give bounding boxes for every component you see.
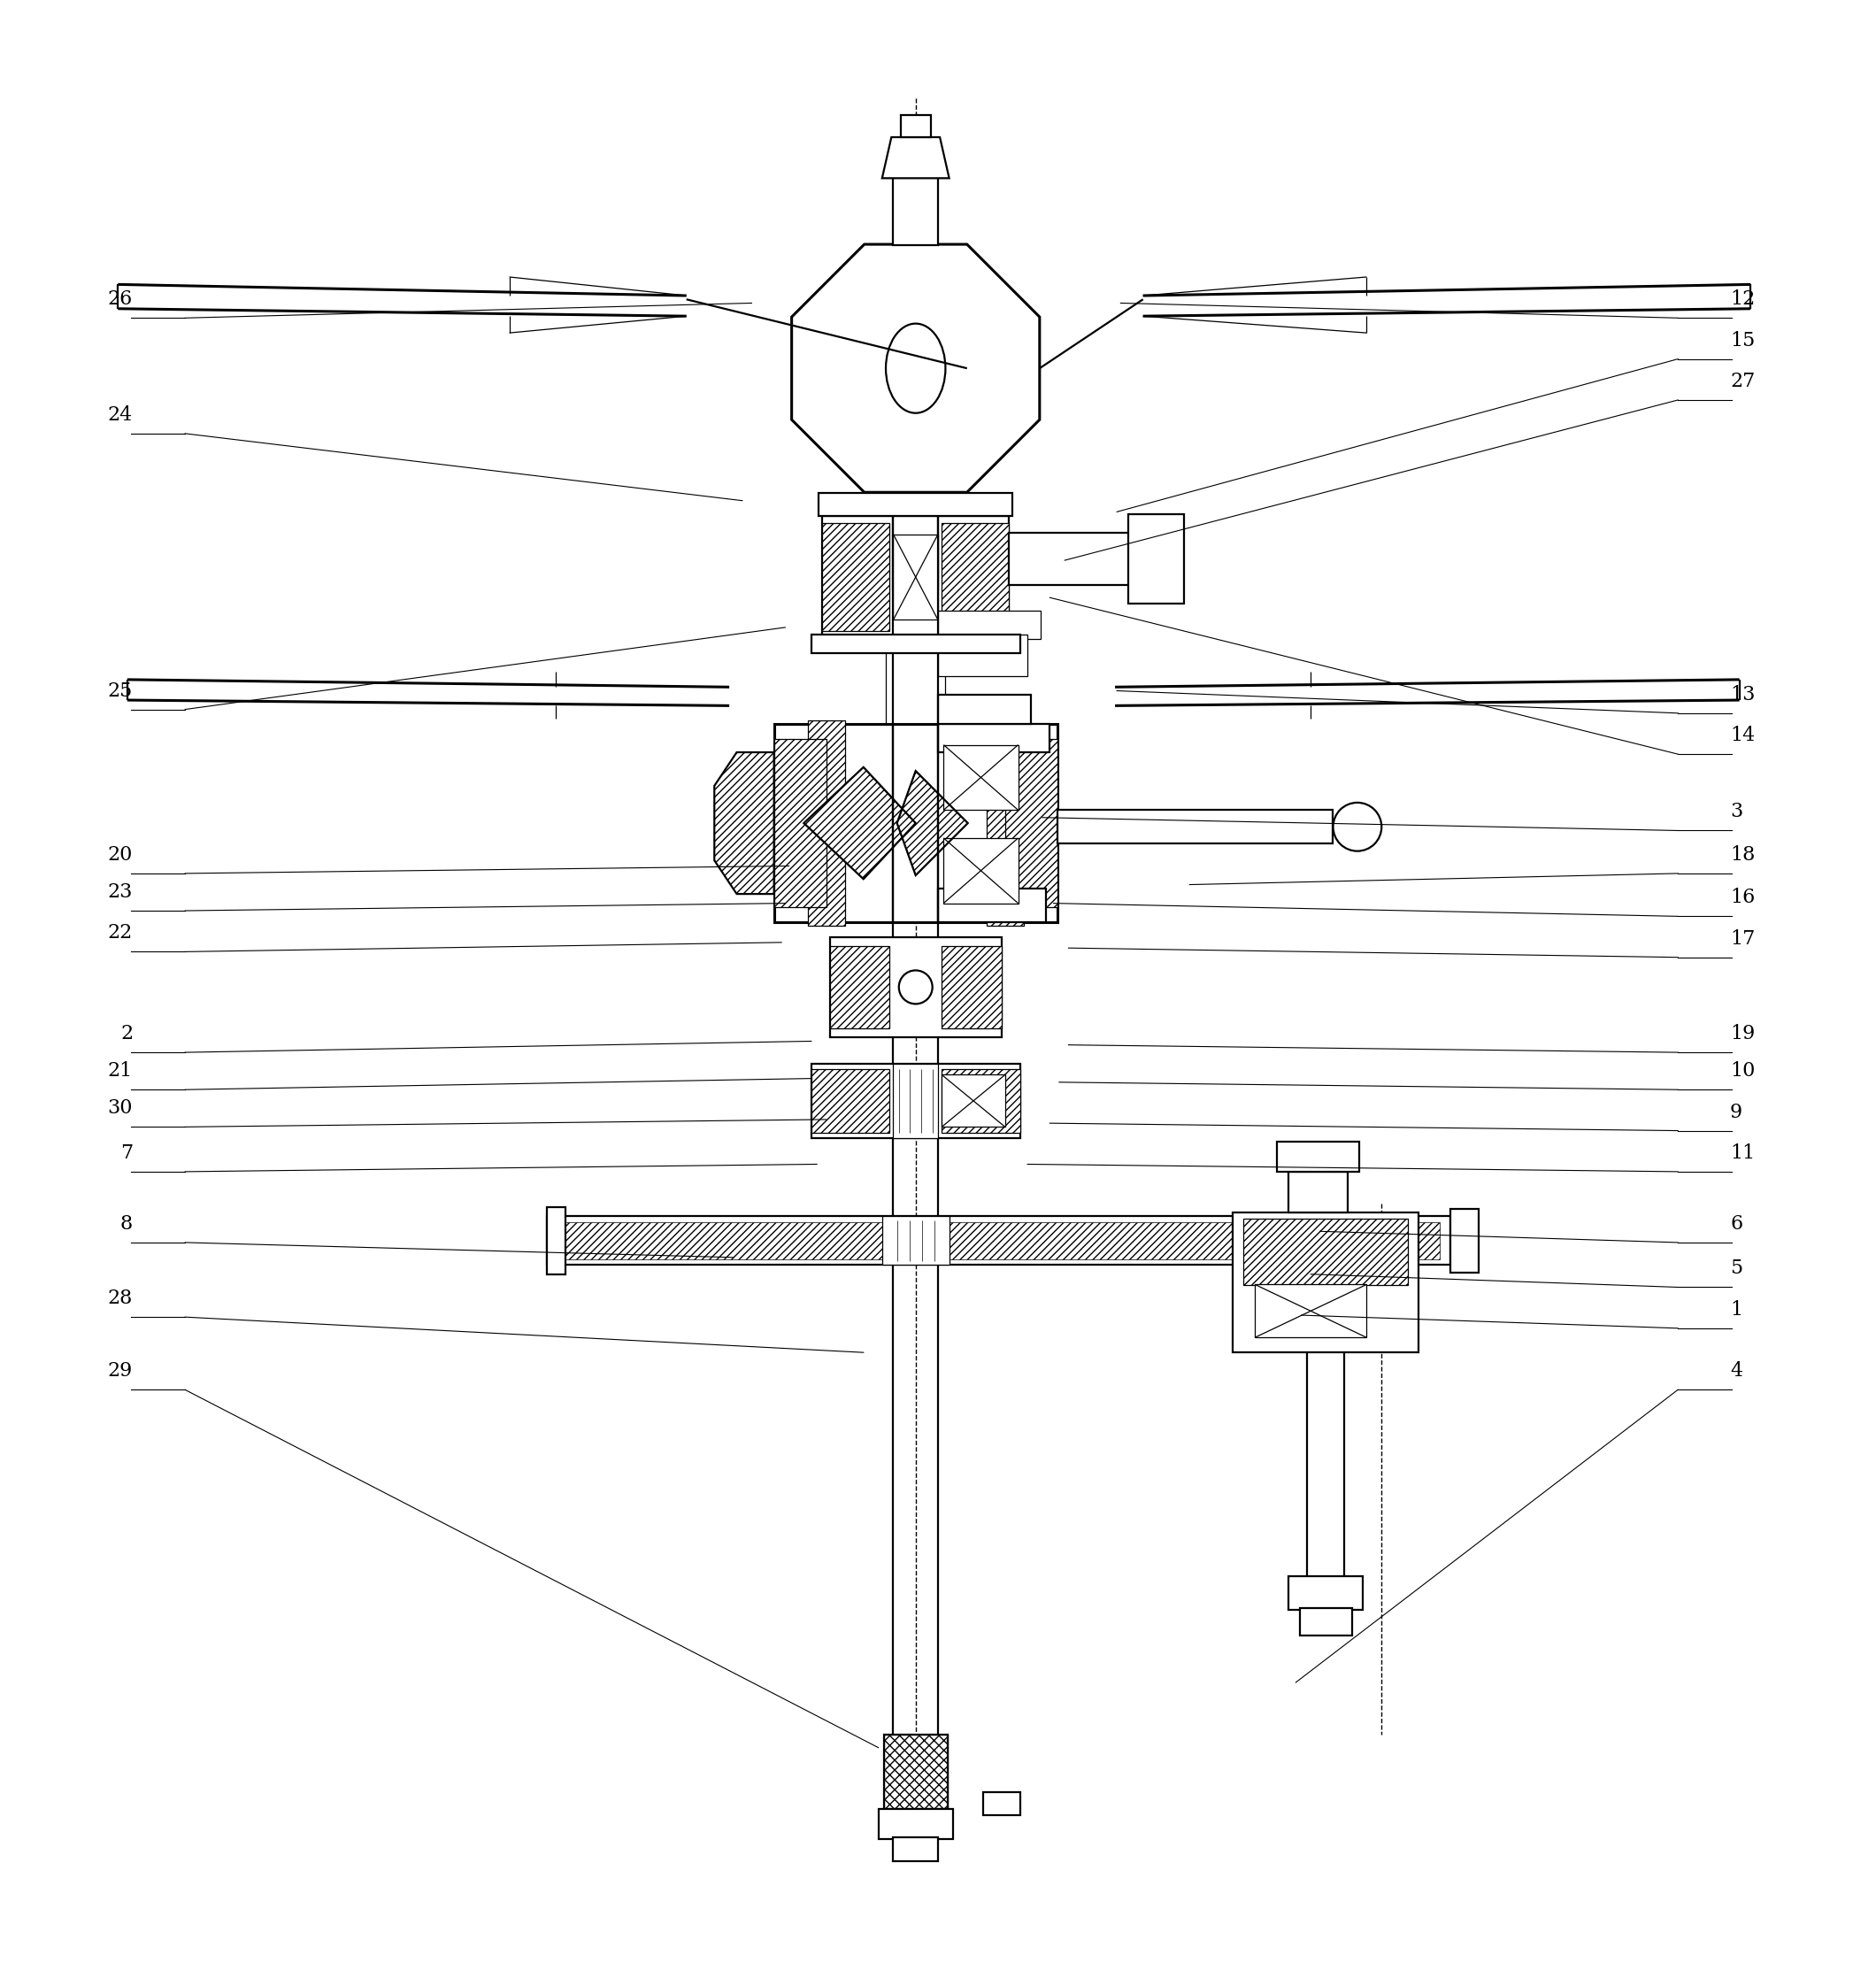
Polygon shape [792,245,1039,493]
Text: 28: 28 [107,1290,133,1307]
Text: 26: 26 [109,289,133,309]
Bar [1450,1209,1478,1272]
Bar [810,1070,889,1133]
Bar [983,1792,1021,1814]
Bar [546,1216,1450,1264]
Bar [810,635,1021,653]
Text: 29: 29 [109,1361,133,1381]
Bar [1009,532,1142,585]
Text: 15: 15 [1730,330,1756,350]
Text: 6: 6 [1730,1214,1743,1234]
Bar [893,1838,938,1861]
Bar [818,493,1013,516]
Bar [944,746,1019,811]
Text: 9: 9 [1730,1102,1743,1122]
Text: 17: 17 [1730,930,1756,947]
Text: 5: 5 [1730,1258,1743,1278]
Bar [942,945,1002,1029]
Bar [1255,1284,1366,1337]
Bar [829,938,1002,1038]
Text: 8: 8 [120,1214,133,1234]
Text: 27: 27 [1730,372,1756,392]
Bar [944,839,1019,904]
Text: 11: 11 [1730,1143,1756,1163]
Bar [938,694,1032,724]
Text: 3: 3 [1730,803,1743,821]
Text: 2: 2 [120,1025,133,1044]
Text: 21: 21 [109,1062,133,1080]
Bar [938,724,1051,752]
Bar [1278,1141,1360,1171]
Bar [938,611,1041,639]
Bar [557,1222,1439,1260]
Bar [810,1064,1021,1137]
Ellipse shape [885,324,946,413]
Bar [1244,1218,1407,1286]
Bar [1233,1213,1418,1353]
Bar [775,740,825,908]
Bar [878,1810,953,1840]
Bar [893,174,938,245]
Bar [893,534,938,619]
Bar [884,1735,947,1810]
Polygon shape [715,752,775,894]
Bar [822,516,1009,639]
Bar [1289,1171,1349,1213]
Bar [942,1070,1021,1133]
Bar [546,1207,565,1274]
Text: 22: 22 [109,924,133,944]
Bar [885,639,946,724]
Text: 30: 30 [107,1098,133,1118]
Bar [893,1064,938,1137]
Circle shape [899,971,932,1005]
Polygon shape [882,136,949,178]
Bar [882,1216,949,1264]
Bar [829,945,889,1029]
Text: 7: 7 [120,1143,133,1163]
Bar [942,522,1009,631]
Bar [807,720,844,926]
Text: 1: 1 [1730,1300,1743,1319]
Bar [987,720,1024,926]
Text: 25: 25 [109,680,133,700]
Text: 4: 4 [1730,1361,1743,1381]
Bar [938,888,1047,922]
Bar [900,115,930,136]
Text: 16: 16 [1730,888,1756,908]
Bar [1289,1576,1364,1610]
Text: 14: 14 [1730,726,1756,746]
Text: 18: 18 [1730,845,1756,864]
Bar [1058,811,1334,843]
Bar [822,522,889,631]
Bar [775,724,1058,922]
Text: 19: 19 [1730,1025,1756,1044]
Text: 10: 10 [1730,1062,1756,1080]
Bar [884,1735,947,1810]
Bar [942,1074,1006,1127]
Text: 24: 24 [109,405,133,425]
Bar [1300,1608,1353,1636]
Text: 23: 23 [107,882,133,902]
Polygon shape [803,767,915,878]
Text: 13: 13 [1730,684,1756,704]
Bar [1006,740,1058,908]
Circle shape [1334,803,1381,851]
Text: 20: 20 [107,845,133,864]
Polygon shape [897,771,968,876]
Bar [1127,514,1184,603]
Bar [938,635,1028,676]
Text: 12: 12 [1730,289,1756,309]
